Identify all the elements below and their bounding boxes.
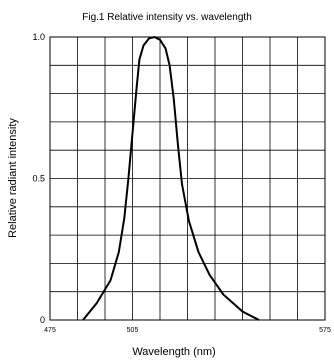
x-tick-label: 575 [319,327,331,334]
x-axis-label: Wavelength (nm) [132,346,215,358]
x-axis-ticks: 475 505 575 [44,327,331,334]
y-axis-ticks: 0 0.5 1.0 [32,32,45,325]
plot-frame [49,36,326,321]
y-tick-label: 1.0 [32,32,45,42]
y-tick-label: 0.5 [32,174,45,184]
chart-title: Fig.1 Relative intensity vs. wavelength [82,12,252,23]
x-tick-label: 475 [44,327,56,334]
x-tick-label: 505 [127,327,139,334]
y-tick-label: 0 [40,315,45,325]
grid [50,37,325,320]
series-line [82,35,260,321]
y-axis-label: Relative radiant intensity [7,118,19,238]
